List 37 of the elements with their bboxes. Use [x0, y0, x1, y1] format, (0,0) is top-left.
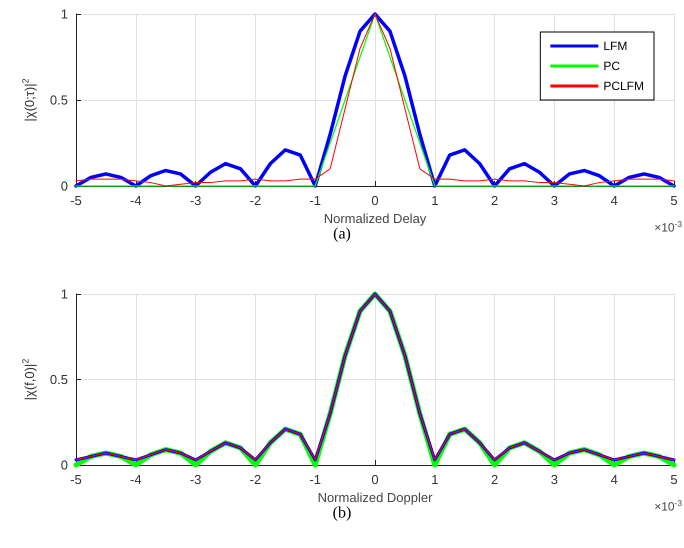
- x-tick-label: 1: [431, 193, 438, 208]
- x-tick-label: 0: [371, 472, 379, 487]
- x-tick-label: -3: [190, 472, 202, 487]
- text: (a): [333, 226, 351, 242]
- x-tick-label: 2: [490, 472, 498, 487]
- legend-label: PC: [603, 59, 620, 73]
- x-tick-label: -5: [70, 193, 82, 208]
- x-tick-label: 3: [550, 472, 558, 487]
- x-tick-label: 2: [490, 193, 498, 208]
- y-tick-label: 0: [60, 178, 68, 194]
- y-tick-label: 0.5: [50, 372, 68, 387]
- legend-label: LFM: [603, 39, 628, 53]
- x-tick-label: 4: [610, 193, 618, 208]
- x-tick-label: 1: [431, 472, 438, 487]
- y-axis-title: |χ(f,0)|2: [20, 358, 38, 400]
- x-tick-label: 3: [550, 193, 558, 208]
- x-tick-label: 5: [670, 193, 678, 208]
- x-tick-label: 5: [670, 472, 678, 487]
- x-axis-title: Normalized Delay: [324, 210, 427, 226]
- y-tick-label: 1: [60, 286, 68, 302]
- x-tick-label: -4: [130, 472, 142, 487]
- x-tick-label: -4: [130, 193, 142, 208]
- text: (b): [332, 504, 352, 522]
- y-tick-label: 0: [60, 458, 68, 472]
- x-tick-label: -2: [250, 193, 262, 208]
- x-tick-label: -1: [309, 193, 321, 208]
- legend-label: PCLFM: [603, 79, 644, 93]
- x-tick-label: -1: [309, 472, 321, 487]
- x-tick-label: 0: [371, 193, 379, 208]
- x-tick-label: -2: [250, 472, 262, 487]
- x-tick-label: -5: [70, 472, 82, 487]
- y-tick-label: 0.5: [50, 92, 68, 108]
- x-axis-title: Normalized Doppler: [318, 490, 434, 505]
- y-tick-label: 1: [60, 6, 68, 22]
- y-axis-title: |χ(0;τ)|2: [20, 78, 38, 122]
- x-tick-label: -3: [190, 193, 202, 208]
- x-tick-label: 4: [610, 472, 618, 487]
